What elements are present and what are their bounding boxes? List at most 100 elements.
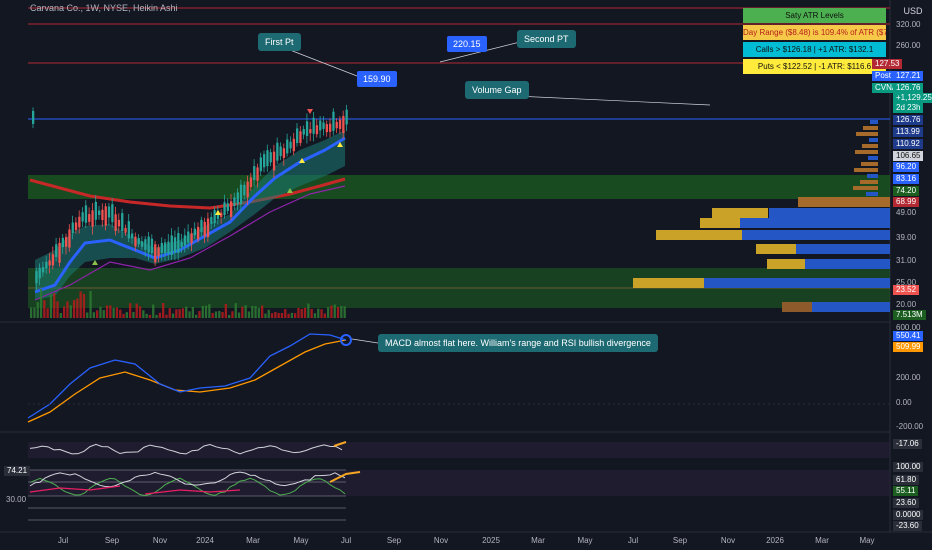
signal-marker [92, 260, 98, 265]
cvna-price: 126.76 [893, 83, 924, 93]
volume-bar [142, 310, 145, 318]
signal-line [27, 339, 347, 423]
volume-profile-bar [854, 168, 878, 172]
volume-profile-bar [863, 126, 878, 130]
volume-profile-bar [868, 156, 878, 160]
volume-bar [218, 310, 221, 318]
highlight-circle [340, 334, 352, 346]
signal-marker [337, 142, 343, 147]
volume-profile-bar [796, 244, 890, 254]
candle [74, 222, 78, 231]
price-label-first[interactable]: 159.90 [357, 71, 397, 87]
volume-bar [145, 313, 148, 318]
volume-bar [340, 305, 343, 318]
volume-bar [168, 308, 171, 318]
volume-profile-bar [767, 259, 805, 269]
candle [147, 236, 150, 253]
macd-tag: 550.41 [893, 331, 924, 341]
candle [319, 120, 322, 131]
price-tag: 126.76 [893, 115, 924, 125]
trend-mark [329, 471, 361, 483]
volume-bar [287, 313, 290, 318]
candle [71, 222, 74, 233]
candle [276, 142, 279, 161]
candle [342, 115, 345, 134]
volume-bar [125, 312, 128, 318]
macd-note-callout[interactable]: MACD almost flat here. William's range a… [378, 334, 658, 352]
volume-bar [56, 301, 59, 318]
volume-bar [76, 298, 79, 318]
candle [117, 219, 121, 227]
second-pt-callout[interactable]: Second PT [517, 30, 576, 48]
volume-bar [63, 306, 66, 318]
candle [309, 129, 312, 134]
volume-bar [254, 306, 257, 318]
candle [322, 122, 325, 129]
candle [259, 157, 262, 172]
volume-bar [102, 310, 105, 318]
volume-profile-bar [740, 218, 890, 228]
volume-profile-bar [769, 208, 890, 218]
time-axis-label: Mar [531, 536, 545, 545]
volume-bar [231, 311, 234, 318]
candle [91, 210, 94, 227]
volume-bar [267, 309, 270, 318]
candle [137, 238, 140, 245]
volume-bar [92, 312, 95, 318]
volume-bar [228, 314, 231, 318]
volume-bar [208, 304, 211, 318]
volume-bar [257, 307, 260, 318]
volume-bar [280, 312, 284, 318]
time-axis-label: Nov [720, 536, 736, 545]
time-axis-label: Nov [152, 536, 168, 545]
volume-bar [290, 312, 293, 318]
demand-zone [28, 175, 890, 199]
candle [292, 138, 295, 152]
volume-bar [336, 307, 340, 318]
candle [253, 166, 256, 181]
candle [213, 210, 216, 224]
candle [177, 233, 180, 253]
volume-profile-bar [712, 208, 768, 218]
time-axis-label: May [859, 536, 875, 545]
candle [249, 177, 253, 188]
candle [236, 192, 239, 205]
price-label-second[interactable]: 220.15 [447, 36, 487, 52]
candle [338, 119, 342, 129]
candle [55, 244, 58, 258]
currency-button[interactable]: USD [903, 6, 923, 16]
atr-puts: Puts < $122.52 | -1 ATR: $116.6 [743, 59, 886, 74]
candle [65, 237, 68, 247]
candle [157, 247, 160, 257]
signal-tag: 509.99 [893, 342, 924, 352]
volume-bar [294, 313, 297, 318]
first-pt-callout[interactable]: First Pt [258, 33, 301, 51]
volume-bar [320, 309, 323, 318]
volume-bar [234, 303, 237, 318]
volume-bar [152, 304, 155, 318]
signal-marker [287, 188, 293, 193]
volume-bar [129, 303, 132, 318]
volume-gap-callout[interactable]: Volume Gap [465, 81, 529, 99]
volume-bar [264, 313, 267, 318]
price-tag: 113.99 [893, 127, 923, 137]
volume-bar [175, 309, 178, 318]
volume-tag: 7.513M [893, 310, 926, 320]
volume-profile-bar [633, 278, 704, 288]
time-axis-label: May [577, 536, 593, 545]
time-axis-label: Nov [433, 536, 449, 545]
volume-bar [112, 307, 115, 318]
candle [289, 141, 292, 149]
volume-bar [43, 300, 46, 318]
volume-bar [201, 305, 204, 318]
volume-bar [53, 293, 56, 318]
candle [58, 242, 61, 263]
osc-tag: 61.80 [893, 475, 920, 485]
volume-profile-bar [856, 132, 878, 136]
time-axis-label: Jul [57, 536, 69, 545]
volume-profile-bar [756, 244, 796, 254]
candle [190, 233, 193, 244]
price-tag: 68.99 [893, 197, 920, 207]
candle [269, 152, 272, 163]
